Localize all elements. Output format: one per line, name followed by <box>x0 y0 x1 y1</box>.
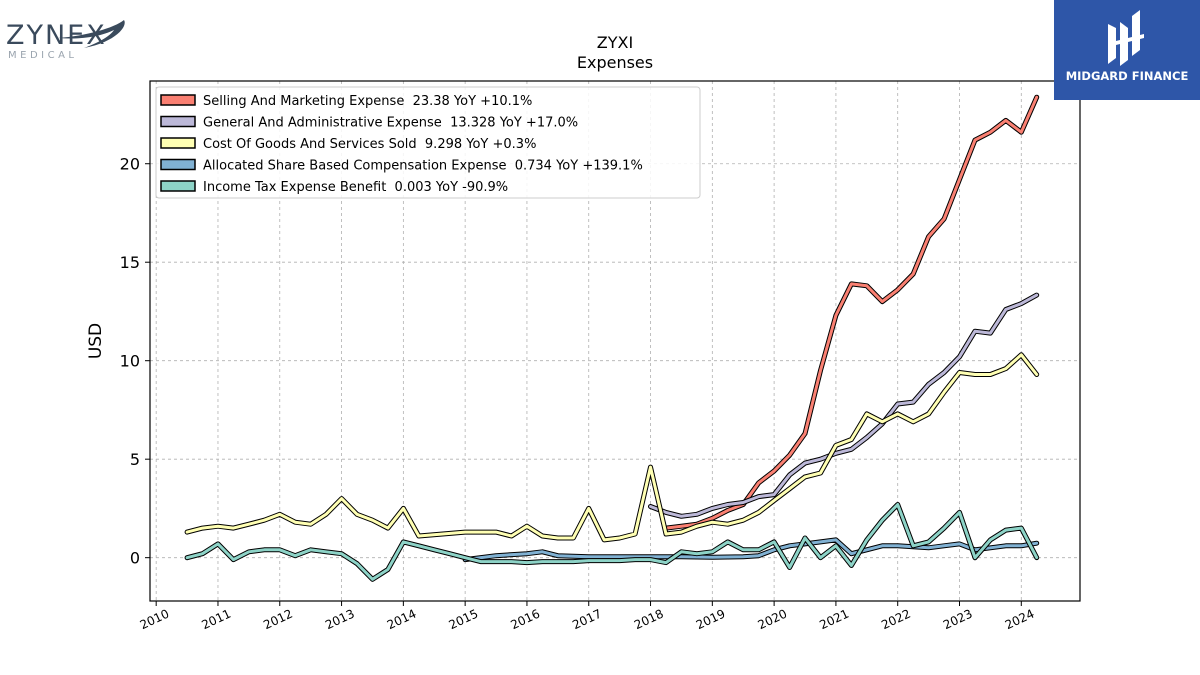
series-outline-income-tax-expense-benefit <box>184 502 1040 582</box>
legend-swatch <box>160 137 196 149</box>
chart-subtitle: Expenses <box>577 53 653 72</box>
x-tick-label: 2024 <box>1003 607 1037 633</box>
series-outline-selling-and-marketing-expense <box>663 94 1040 531</box>
x-tick-label: 2010 <box>138 607 172 633</box>
y-tick-label: 0 <box>130 549 140 568</box>
series-outline-general-and-administrative-expense <box>648 292 1040 519</box>
series-line-income-tax-expense-benefit <box>185 503 1039 581</box>
legend-entry: General And Administrative Expense 13.32… <box>203 116 578 131</box>
legend-entry: Allocated Share Based Compensation Expen… <box>203 159 643 174</box>
legend-swatch <box>160 158 196 171</box>
plot-frame <box>149 80 1081 602</box>
logo-name: ZYNEX <box>6 20 107 51</box>
legend-box <box>155 86 701 199</box>
x-tick-label: 2014 <box>385 607 419 633</box>
x-tick-label: 2020 <box>756 607 790 633</box>
logo-swoosh-icon <box>58 20 125 48</box>
y-ticks: 0 5 10 15 20 <box>120 155 150 568</box>
y-tick-label: 10 <box>120 352 140 371</box>
legend-swatch <box>160 180 196 192</box>
series-outline-cost-of-goods-and-services-sold <box>184 352 1040 543</box>
series-line-allocated-share-based-compensation-expense <box>463 538 1039 562</box>
midgard-emblem-icon <box>1108 10 1144 66</box>
legend-swatch <box>160 115 196 128</box>
y-tick-label: 15 <box>120 253 140 272</box>
x-tick-label: 2015 <box>447 607 481 633</box>
x-tick-label: 2019 <box>694 607 728 633</box>
legend-entry: Income Tax Expense Benefit 0.003 YoY -90… <box>203 180 508 195</box>
x-tick-label: 2011 <box>199 607 233 633</box>
x-tick-label: 2013 <box>323 607 357 633</box>
legend: Selling And Marketing Expense 23.38 YoY … <box>155 86 701 199</box>
y-tick-label: 20 <box>120 155 140 174</box>
x-tick-label: 2018 <box>632 607 666 633</box>
legend-swatch <box>160 94 196 106</box>
x-tick-label: 2012 <box>261 607 295 633</box>
legend-entry: Selling And Marketing Expense 23.38 YoY … <box>203 94 532 109</box>
midgard-finance-logo: MIDGARD FINANCE <box>1054 0 1200 100</box>
x-tick-label: 2021 <box>817 607 851 633</box>
x-tick-label: 2016 <box>508 607 542 633</box>
y-axis-label: USD <box>86 323 106 359</box>
legend-entry: Cost Of Goods And Services Sold 9.298 Yo… <box>203 137 536 152</box>
zynex-logo: ZYNEX MEDICAL <box>6 6 126 62</box>
chart-title: ZYXI <box>597 33 633 52</box>
series-lines <box>184 94 1040 582</box>
brand-name: MIDGARD FINANCE <box>1065 69 1189 83</box>
y-tick-label: 5 <box>130 450 140 469</box>
series-line-selling-and-marketing-expense <box>664 95 1039 530</box>
series-line-cost-of-goods-and-services-sold <box>185 353 1039 542</box>
x-ticks: 2010 2011 2012 2013 2014 2015 2016 2017 2018 2019… <box>138 601 1037 633</box>
series-line-general-and-administrative-expense <box>649 293 1039 518</box>
x-tick-label: 2023 <box>941 607 975 633</box>
x-tick-label: 2017 <box>570 607 604 633</box>
logo-subtitle: MEDICAL <box>8 50 78 61</box>
x-tick-label: 2022 <box>879 607 913 633</box>
